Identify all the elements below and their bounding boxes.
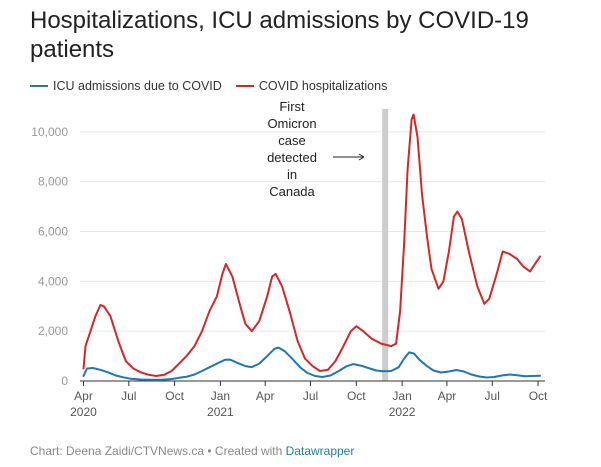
x-tick-label-8: Apr (438, 389, 457, 403)
x-tick-label-5: Jul (303, 389, 318, 403)
chart-footer: Chart: Deena Zaidi/CTVNews.ca • Created … (30, 444, 354, 458)
annotation-arrow-head (358, 153, 365, 161)
legend-item-hospitalizations: COVID hospitalizations (235, 79, 388, 93)
legend-label-hospitalizations: COVID hospitalizations (258, 79, 388, 93)
x-tick-label-6: Oct (347, 389, 366, 403)
annotation-line-5: Canada (269, 184, 315, 199)
annotation-line-4: in (287, 167, 297, 182)
y-tick-label-5: 10,000 (31, 125, 68, 139)
omicron-marker-band (382, 109, 389, 381)
series-line-hospitalizations (82, 113, 541, 377)
y-tick-label-1: 2,000 (38, 324, 68, 338)
legend-swatch-hospitalizations (235, 85, 254, 87)
annotation-line-2: case (278, 133, 305, 148)
x-tick-label-0: Apr (74, 389, 93, 403)
chart-title: Hospitalizations, ICU admissions by COVI… (30, 7, 529, 63)
y-tick-label-0: 0 (61, 374, 68, 388)
annotation-line-0: First (279, 99, 305, 114)
legend: ICU admissions due to COVID COVID hospit… (30, 79, 387, 93)
datawrapper-link[interactable]: Datawrapper (285, 444, 355, 458)
x-tick-label-9: Jul (485, 389, 500, 403)
y-tick-label-4: 8,000 (38, 175, 68, 189)
x-tick-sublabel-3: 2021 (207, 405, 234, 419)
x-tick-label-7: Jan (392, 389, 411, 403)
y-tick-label-3: 6,000 (38, 225, 68, 239)
x-tick-label-1: Jul (121, 389, 136, 403)
x-tick-label-4: Apr (256, 389, 275, 403)
series-line-icu (82, 346, 541, 381)
annotation-line-1: Omicron (267, 116, 316, 131)
legend-label-icu: ICU admissions due to COVID (53, 79, 222, 93)
x-tick-label-10: Oct (529, 389, 548, 403)
legend-swatch-icu (30, 85, 48, 87)
x-tick-sublabel-0: 2020 (70, 405, 97, 419)
x-tick-sublabel-7: 2022 (389, 405, 416, 419)
y-tick-label-2: 4,000 (38, 274, 68, 288)
annotation-line-3: detected (267, 150, 317, 165)
footer-credit: Chart: Deena Zaidi/CTVNews.ca • Created … (30, 444, 286, 458)
x-tick-label-2: Oct (165, 389, 184, 403)
x-tick-label-3: Jan (211, 389, 230, 403)
legend-item-icu: ICU admissions due to COVID (30, 79, 222, 93)
